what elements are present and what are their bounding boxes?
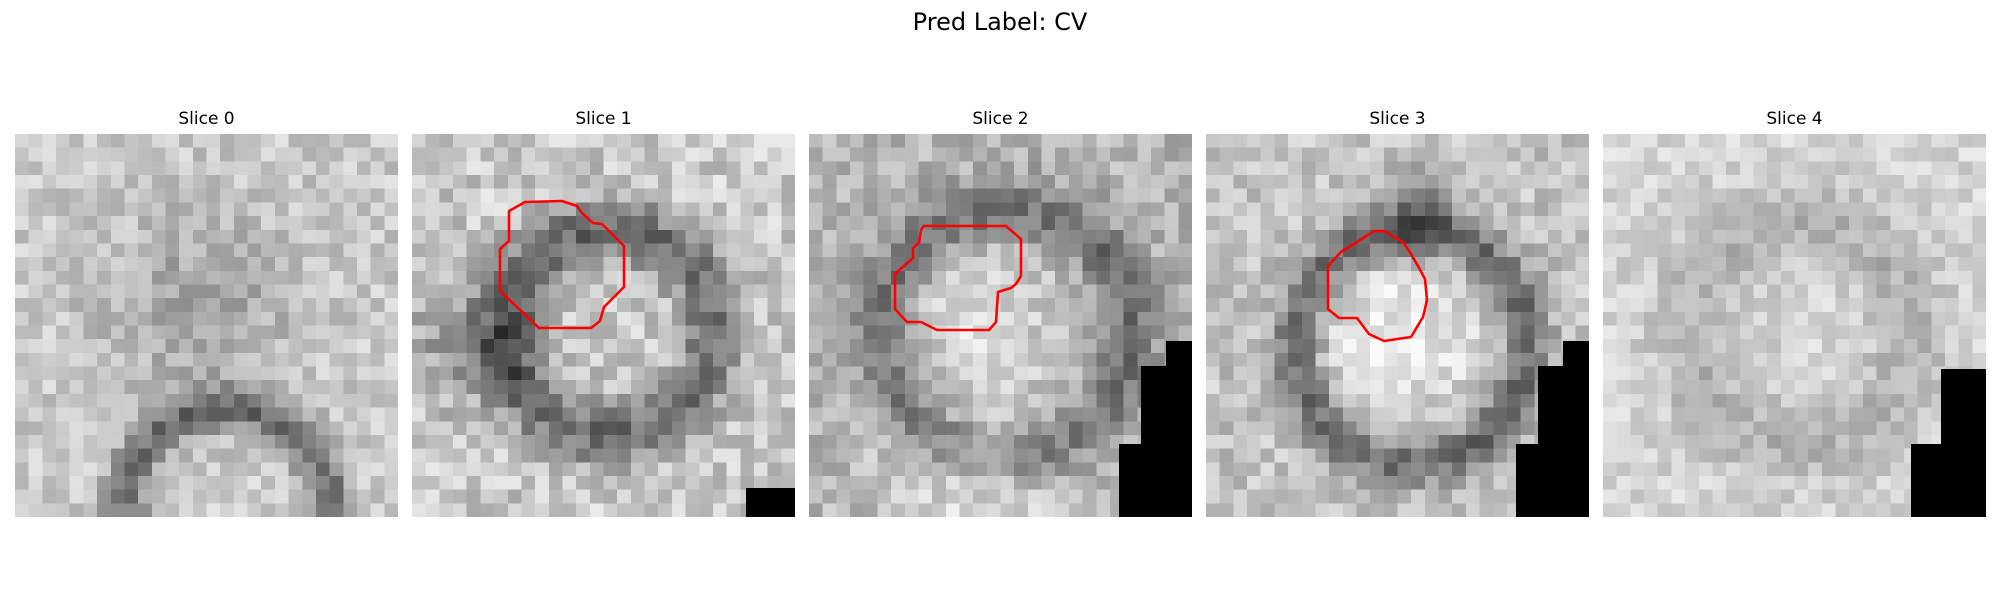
- slice-panel-0: Slice 0: [15, 108, 398, 517]
- slice-title: Slice 1: [575, 109, 632, 129]
- slice-image: [1603, 134, 1986, 517]
- slice-panel-3: Slice 3: [1206, 108, 1589, 517]
- prediction-contour: [1326, 229, 1429, 343]
- figure-title: Pred Label: CV: [912, 8, 1088, 36]
- slice-image: [809, 134, 1192, 517]
- slice-panel-1: Slice 1: [412, 108, 795, 517]
- slice-title: Slice 2: [972, 109, 1029, 129]
- slice-title: Slice 3: [1369, 109, 1426, 129]
- slice-image: [1206, 134, 1589, 517]
- slice-panel-4: Slice 4: [1603, 108, 1986, 517]
- prediction-contour: [893, 224, 1023, 332]
- slice-title: Slice 4: [1766, 109, 1823, 129]
- prediction-contour: [498, 199, 626, 330]
- slice-image: [15, 134, 398, 517]
- slice-panel-2: Slice 2: [809, 108, 1192, 517]
- slice-title: Slice 0: [178, 109, 235, 129]
- slice-image: [412, 134, 795, 517]
